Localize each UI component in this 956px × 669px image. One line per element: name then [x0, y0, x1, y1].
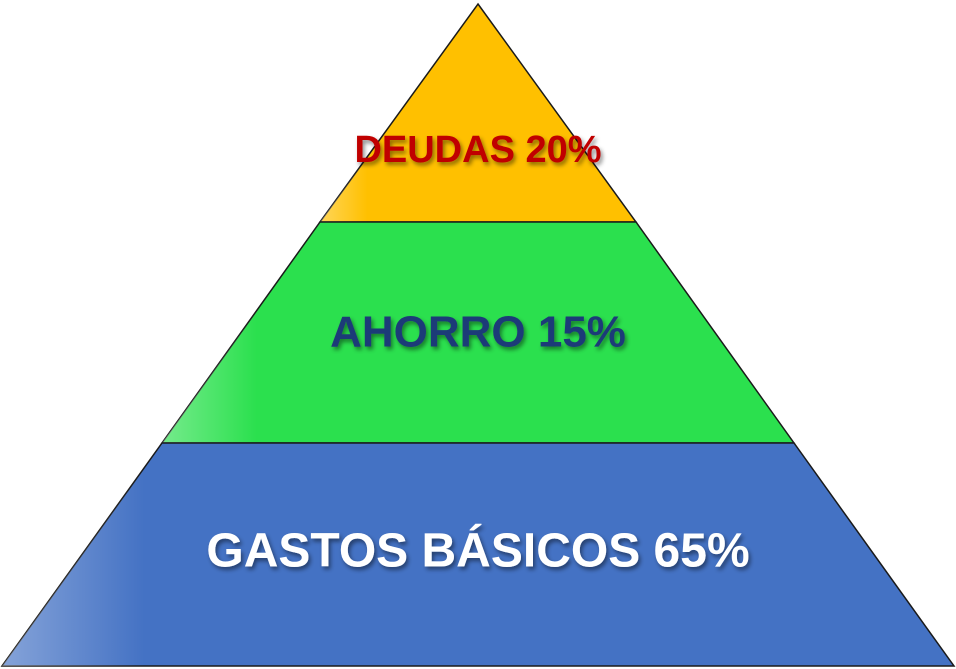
tier-gastos-basicos: GASTOS BÁSICOS 65% — [0, 442, 956, 667]
tier-deudas: DEUDAS 20% — [318, 2, 638, 223]
tier-ahorro: AHORRO 15% — [160, 221, 796, 444]
tier-gastos-basicos-label: GASTOS BÁSICOS 65% — [206, 524, 749, 578]
tier-deudas-label: DEUDAS 20% — [354, 129, 601, 171]
tier-ahorro-label: AHORRO 15% — [330, 308, 626, 357]
